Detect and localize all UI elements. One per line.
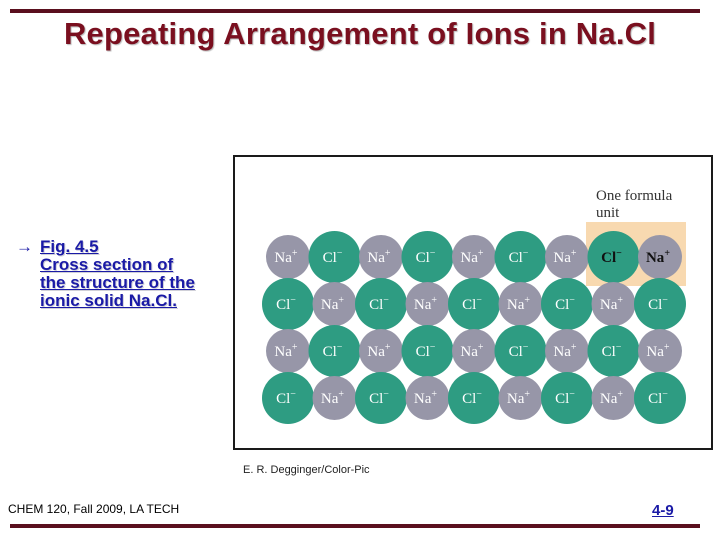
slide-title: Repeating Arrangement of Ions in Na.Cl — [63, 16, 657, 51]
chloride-ion — [401, 325, 454, 377]
chloride-ion — [494, 231, 547, 283]
sodium-ion — [498, 282, 543, 326]
chloride-ion — [448, 278, 500, 330]
sodium-ion — [312, 282, 357, 326]
bottom-border-bar — [10, 524, 700, 528]
chloride-ion — [401, 231, 454, 283]
formula-unit-label: One formula — [596, 188, 673, 204]
bullet-line: ionic solid Na.Cl. — [40, 291, 177, 310]
sodium-ion — [638, 329, 682, 373]
chloride-ion — [262, 278, 314, 330]
nacl-lattice-diagram: One formula unit Na+ Cl− Na+ Cl− Na+ Cl− Na+ Cl… — [262, 188, 686, 424]
sodium-ion — [591, 376, 636, 420]
chloride-ion — [494, 325, 547, 377]
sodium-ion — [312, 376, 357, 420]
chloride-ion — [541, 372, 593, 424]
chloride-ion — [262, 372, 314, 424]
sodium-ion — [359, 329, 403, 373]
sodium-ion — [638, 235, 682, 279]
sodium-ion — [498, 376, 543, 420]
sodium-ion — [266, 235, 310, 279]
bullet-line: Fig. 4.5 — [40, 237, 99, 256]
ion-grid: Na+ Cl− Na+ Cl− Na+ Cl− Na+ Cl− Na+Cl− Na+ Cl− Na+ C… — [262, 231, 686, 424]
sodium-ion — [405, 376, 450, 420]
arrow-bullet-icon: → — [16, 237, 33, 256]
page-number: 4-9 — [652, 502, 674, 519]
bullet-line: Cross section of — [40, 255, 174, 274]
chloride-ion — [308, 325, 361, 377]
sodium-ion-label: Na+ — [646, 248, 670, 266]
chloride-ion — [587, 325, 640, 377]
figure-description: Fig. 4.5 Cross section of the structure … — [40, 238, 240, 310]
top-border-bar — [10, 9, 700, 13]
bullet-line: the structure of the — [40, 273, 195, 292]
chloride-ion — [634, 278, 686, 330]
chloride-ion — [587, 231, 640, 283]
sodium-ion — [591, 282, 636, 326]
sodium-ion — [359, 235, 403, 279]
chloride-ion — [541, 278, 593, 330]
chloride-ion — [355, 372, 407, 424]
sodium-ion — [405, 282, 450, 326]
sodium-ion — [452, 329, 496, 373]
formula-unit-label: unit — [596, 205, 620, 221]
nacl-figure: One formula unit Na+ Cl− Na+ Cl− Na+ Cl− Na+ Cl… — [233, 155, 713, 450]
chloride-ion — [355, 278, 407, 330]
sodium-ion — [266, 329, 310, 373]
sodium-ion — [452, 235, 496, 279]
sodium-ion — [545, 329, 589, 373]
chloride-ion — [448, 372, 500, 424]
sodium-ion — [545, 235, 589, 279]
chloride-ion — [634, 372, 686, 424]
chloride-ion — [308, 231, 361, 283]
image-credit: E. R. Degginger/Color-Pic — [243, 464, 370, 476]
course-footer: CHEM 120, Fall 2009, LA TECH — [8, 502, 180, 516]
